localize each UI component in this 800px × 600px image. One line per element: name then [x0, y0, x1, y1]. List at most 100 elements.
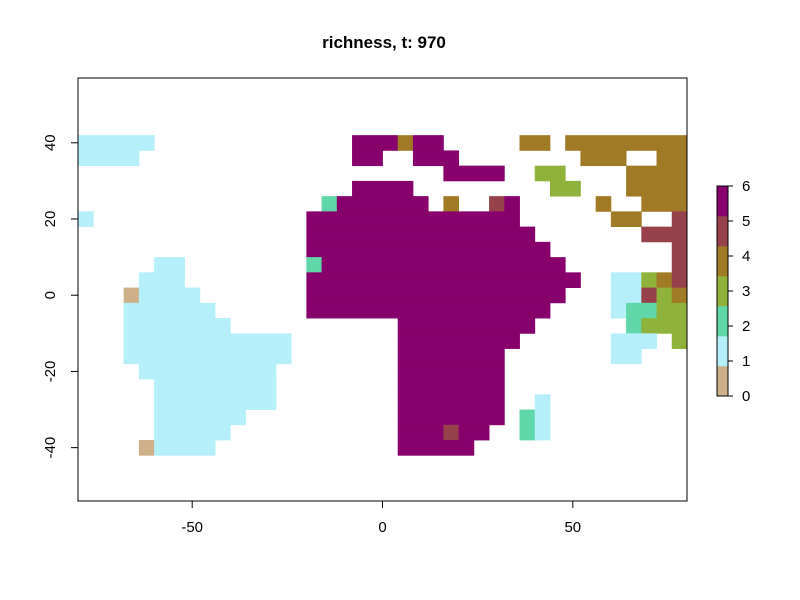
- x-tick-label: -50: [181, 519, 203, 536]
- heatmap-cell: [123, 318, 231, 334]
- heatmap-cell: [138, 440, 155, 456]
- heatmap-cell: [138, 363, 277, 380]
- heatmap-cell: [519, 424, 536, 441]
- legend-swatch: [717, 216, 728, 247]
- heatmap-cell: [489, 196, 505, 212]
- heatmap-cell: [610, 302, 627, 319]
- heatmap-cell: [412, 150, 460, 167]
- heatmap-cell: [626, 180, 688, 197]
- heatmap-cell: [154, 424, 231, 441]
- heatmap-cell: [138, 287, 201, 304]
- legend-tick-label: 5: [742, 213, 750, 230]
- heatmap-cell: [671, 287, 688, 304]
- y-tick-label: 40: [42, 134, 59, 151]
- legend-tick-label: 2: [742, 318, 750, 335]
- heatmap-cell: [443, 196, 460, 212]
- heatmap-cell: [610, 287, 642, 304]
- heatmap-cell: [306, 287, 566, 304]
- heatmap-cell: [565, 135, 688, 151]
- heatmap-cell: [595, 196, 612, 212]
- heatmap-cell: [78, 150, 140, 167]
- heatmap-cell: [123, 348, 292, 365]
- heatmap-cell: [656, 302, 688, 319]
- legend-tick-label: 6: [742, 178, 750, 195]
- heatmap-cell: [504, 196, 520, 212]
- heatmap-cell: [352, 180, 414, 197]
- legend-swatch: [717, 306, 728, 337]
- y-tick-label: -20: [42, 361, 59, 383]
- heatmap-cell: [397, 318, 536, 334]
- y-tick-label: -40: [42, 437, 59, 459]
- heatmap-cell: [321, 196, 338, 212]
- legend-tick-label: 1: [742, 353, 750, 370]
- heatmap-cell: [352, 135, 399, 151]
- heatmap-cell: [671, 272, 688, 288]
- heatmap-cell: [519, 135, 551, 151]
- heatmap-cell: [641, 226, 673, 243]
- heatmap-cell: [397, 440, 475, 456]
- color-legend: 0 1 2 3 4 5 6: [716, 178, 750, 405]
- heatmap-cell: [397, 409, 505, 426]
- chart-title: richness, t: 970: [322, 33, 446, 52]
- heatmap-cell: [397, 348, 505, 365]
- heatmap-cell: [397, 424, 444, 441]
- heatmap-cell: [610, 348, 642, 365]
- heatmap-cell: [443, 165, 505, 182]
- heatmap-cell: [154, 379, 277, 395]
- heatmap-cell: [458, 424, 490, 441]
- heatmap-cell: [397, 394, 505, 410]
- heatmap-cell: [641, 318, 688, 334]
- heatmap-cell: [626, 165, 688, 182]
- heatmap-cell: [671, 333, 688, 349]
- legend-swatch: [717, 366, 728, 397]
- heatmap-cell: [534, 165, 566, 182]
- heatmap-cell: [671, 226, 688, 243]
- heatmap-cell: [78, 211, 94, 228]
- heatmap-cell: [519, 409, 536, 426]
- legend-tick-label: 0: [742, 388, 750, 405]
- heatmap-cell: [154, 409, 246, 426]
- heatmap-cell: [656, 272, 673, 288]
- legend-tick-label: 3: [742, 283, 750, 300]
- heatmap-cell: [306, 241, 551, 258]
- heatmap-cell: [306, 226, 536, 243]
- heatmap-cell: [641, 196, 688, 212]
- heatmap-cell: [610, 333, 657, 349]
- heatmap-cells: [78, 135, 688, 456]
- x-tick-label: 50: [564, 519, 581, 536]
- heatmap-cell: [123, 287, 140, 304]
- heatmap-cell: [154, 257, 185, 273]
- heatmap-cell: [610, 272, 642, 288]
- heatmap-cell: [671, 257, 688, 273]
- legend-swatch: [717, 186, 728, 217]
- heatmap-cell: [138, 272, 185, 288]
- legend-swatch: [717, 246, 728, 277]
- heatmap-cell: [154, 394, 277, 410]
- heatmap-cell: [336, 196, 429, 212]
- heatmap-cell: [306, 302, 551, 319]
- legend-tick-label: 4: [742, 248, 750, 265]
- heatmap-cell: [306, 257, 323, 273]
- y-tick-label: 0: [42, 291, 59, 299]
- heatmap-cell: [321, 257, 566, 273]
- heatmap-cell: [580, 150, 627, 167]
- heatmap-cell: [397, 135, 414, 151]
- heatmap-cell: [123, 302, 216, 319]
- heatmap-cell: [412, 135, 444, 151]
- heatmap-cell: [671, 241, 688, 258]
- heatmap-cell: [534, 409, 551, 426]
- heatmap-cell: [397, 363, 505, 380]
- heatmap-cell: [534, 424, 551, 441]
- heatmap-cell: [154, 440, 216, 456]
- heatmap-cell: [123, 333, 292, 349]
- heatmap-cell: [671, 211, 688, 228]
- heatmap-cell: [78, 135, 155, 151]
- heatmap-cell: [352, 150, 383, 167]
- y-tick-label: 20: [42, 211, 59, 228]
- heatmap-cell: [626, 318, 642, 334]
- heatmap-cell: [397, 333, 520, 349]
- legend-swatch: [717, 336, 728, 367]
- heatmap-cell: [443, 424, 460, 441]
- heatmap-cell: [641, 287, 657, 304]
